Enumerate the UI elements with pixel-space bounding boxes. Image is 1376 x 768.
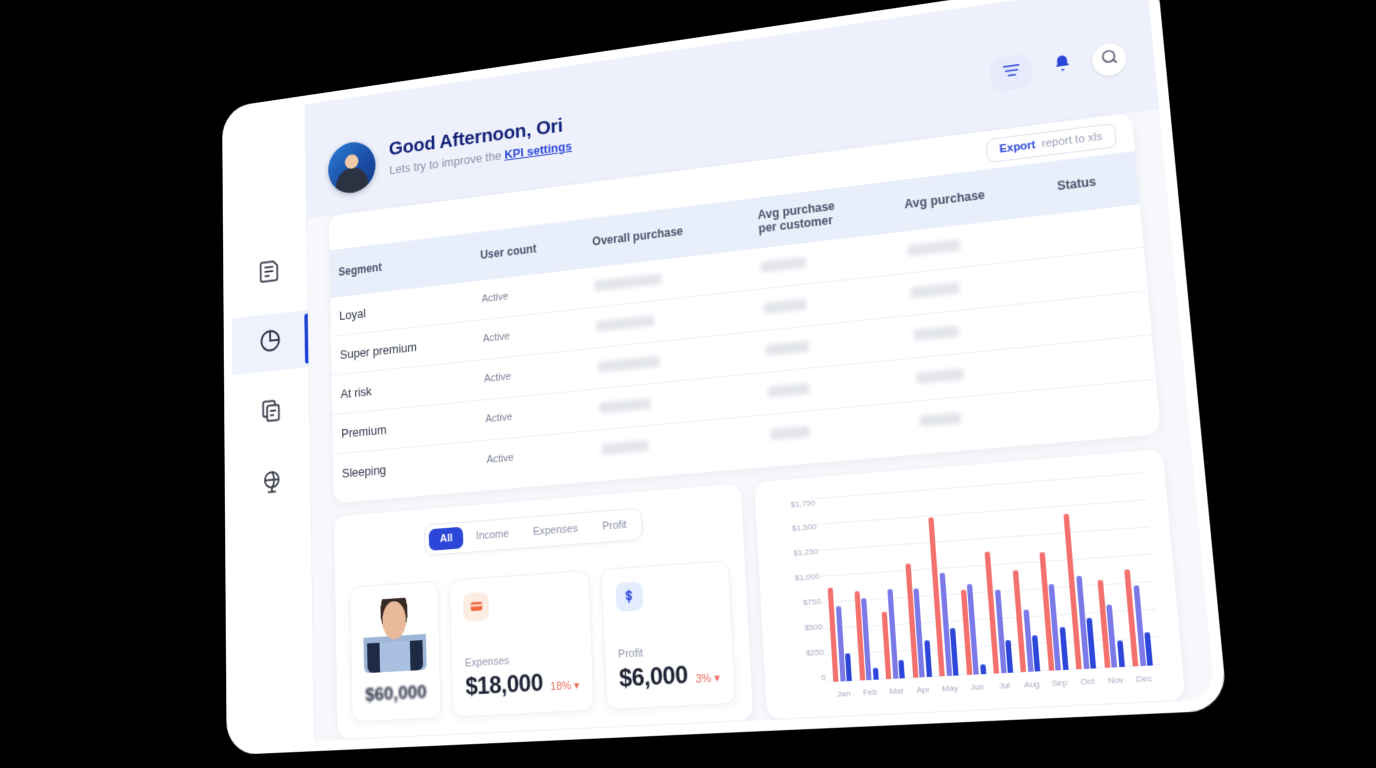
profit-value: $6,000 xyxy=(618,660,689,693)
x-tick-aug: Aug xyxy=(1023,679,1041,690)
x-tick-sep: Sep xyxy=(1051,677,1068,689)
y-tick-2: $1,250 xyxy=(793,546,819,559)
app-screen: Good Afternoon, Ori Lets try to improve … xyxy=(230,0,1216,745)
expenses-card[interactable]: Expenses $18,000 18% ▾ xyxy=(448,569,595,718)
filter-lines-icon xyxy=(1001,60,1022,86)
sidebar-item-documents[interactable] xyxy=(232,380,309,445)
expenses-value: $18,000 xyxy=(465,668,544,701)
customer-photo xyxy=(362,595,427,673)
profit-card[interactable]: Profit $6,000 3% ▾ xyxy=(600,559,736,710)
y-tick-5: $500 xyxy=(804,621,823,633)
header-actions xyxy=(989,34,1128,93)
bar-group[interactable] xyxy=(822,496,853,682)
arrow-down-icon: ▾ xyxy=(713,672,721,685)
profit-delta: 3% ▾ xyxy=(695,671,720,686)
x-tick-jan: Jan xyxy=(836,688,851,699)
customer-card[interactable]: $60,000 xyxy=(349,580,442,723)
bar-profit-nov[interactable] xyxy=(1116,640,1125,667)
x-tick-jul: Jul xyxy=(998,680,1011,691)
finance-summary-panel: All Income Expenses Profit $60,000 xyxy=(334,483,753,739)
bar-profit-dec[interactable] xyxy=(1144,632,1154,666)
document-report-icon xyxy=(257,257,281,290)
bar-profit-mar[interactable] xyxy=(898,659,906,679)
x-tick-dec: Dec xyxy=(1135,673,1153,685)
export-label: Export xyxy=(998,139,1037,156)
profit-label: Profit xyxy=(617,646,644,661)
expenses-value-row: $18,000 18% ▾ xyxy=(465,667,580,702)
bar-profit-jul[interactable] xyxy=(1005,640,1014,673)
y-tick-3: $1,000 xyxy=(794,571,820,583)
bar-profit-aug[interactable] xyxy=(1032,635,1041,672)
sidebar xyxy=(230,104,315,745)
main-area: Good Afternoon, Ori Lets try to improve … xyxy=(305,0,1216,742)
pie-chart-icon xyxy=(258,326,282,359)
bar-group[interactable] xyxy=(926,487,959,676)
x-tick-feb: Feb xyxy=(862,687,878,698)
page-content: Export report to xls Segment User count … xyxy=(307,109,1215,745)
bar-profit-feb[interactable] xyxy=(872,667,879,680)
bar-profit-apr[interactable] xyxy=(924,640,932,677)
tab-all[interactable]: All xyxy=(428,526,464,551)
search-icon xyxy=(1098,46,1120,73)
profit-value-row: $6,000 3% ▾ xyxy=(619,659,721,693)
tab-profit[interactable]: Profit xyxy=(602,518,627,533)
x-tick-apr: Apr xyxy=(916,684,931,696)
finance-filter-tabs: All Income Expenses Profit xyxy=(424,507,644,556)
search-button[interactable] xyxy=(1090,41,1128,78)
y-tick-1: $1,500 xyxy=(791,522,817,534)
x-tick-mar: Mar xyxy=(889,685,905,697)
bar-profit-sep[interactable] xyxy=(1059,627,1069,670)
arrow-down-icon: ▾ xyxy=(573,679,580,693)
expenses-delta-value: 18% xyxy=(550,679,572,693)
credit-card-icon xyxy=(462,591,490,622)
bar-chart: $1,750 $1,500 $1,250 $1,000 $750 $500 $250 0 Ja… xyxy=(769,465,1169,710)
profit-delta-value: 3% xyxy=(695,672,712,686)
y-tick-7: 0 xyxy=(820,672,826,682)
bar-group[interactable] xyxy=(874,492,906,679)
avatar[interactable] xyxy=(327,139,377,197)
notification-button[interactable] xyxy=(1045,47,1079,85)
bar-profit-jun[interactable] xyxy=(979,663,986,674)
export-sublabel: report to xls xyxy=(1041,130,1103,151)
x-tick-jun: Jun xyxy=(969,681,985,693)
sidebar-item-globe[interactable] xyxy=(233,451,311,516)
filter-lines-button[interactable] xyxy=(989,53,1034,93)
dollar-icon xyxy=(615,581,644,612)
stat-cards: $60,000 Expenses $18,000 xyxy=(349,559,736,723)
revenue-bar-chart-card: $1,750 $1,500 $1,250 $1,000 $750 $500 $250 0 Ja… xyxy=(753,448,1186,719)
expenses-label: Expenses xyxy=(464,654,510,670)
bar-group[interactable] xyxy=(848,494,879,681)
tablet-device-frame: Good Afternoon, Ori Lets try to improve … xyxy=(222,0,1228,756)
y-tick-4: $750 xyxy=(802,596,822,608)
lower-row: All Income Expenses Profit $60,000 xyxy=(334,448,1186,739)
tab-income[interactable]: Income xyxy=(475,527,510,542)
globe-icon xyxy=(259,467,283,500)
y-tick-6: $250 xyxy=(805,646,825,658)
cell-status xyxy=(1064,379,1160,431)
x-tick-oct: Oct xyxy=(1080,676,1095,687)
bar-profit-jan[interactable] xyxy=(845,653,853,681)
expenses-delta: 18% ▾ xyxy=(550,679,579,694)
chart-bars xyxy=(815,472,1162,682)
customer-value: $60,000 xyxy=(364,681,427,706)
x-tick-may: May xyxy=(941,683,959,694)
x-tick-nov: Nov xyxy=(1107,674,1125,686)
chart-plot-area: Jan Feb Mar Apr May Jun Jul Aug Sep Oct Nov Dec xyxy=(814,471,1165,708)
notification-bell-icon xyxy=(1051,53,1073,80)
sidebar-item-analytics[interactable] xyxy=(231,309,309,376)
sidebar-item-reports[interactable] xyxy=(231,241,307,306)
y-tick-0: $1,750 xyxy=(790,497,816,509)
documents-copy-icon xyxy=(259,396,283,429)
tab-expenses[interactable]: Expenses xyxy=(532,522,579,538)
bar-group[interactable] xyxy=(900,490,932,678)
